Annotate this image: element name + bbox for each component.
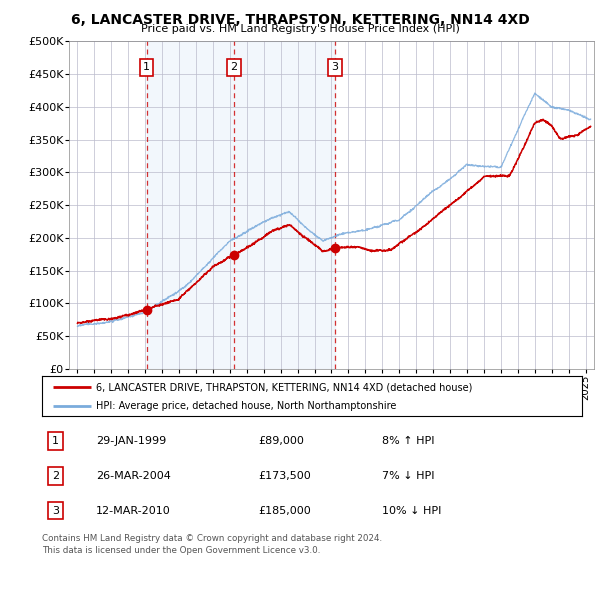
Text: £173,500: £173,500 [258, 471, 311, 481]
Text: 7% ↓ HPI: 7% ↓ HPI [382, 471, 434, 481]
Text: Price paid vs. HM Land Registry's House Price Index (HPI): Price paid vs. HM Land Registry's House … [140, 24, 460, 34]
Text: 10% ↓ HPI: 10% ↓ HPI [382, 506, 442, 516]
Text: This data is licensed under the Open Government Licence v3.0.: This data is licensed under the Open Gov… [42, 546, 320, 555]
Text: 2: 2 [52, 471, 59, 481]
Text: £185,000: £185,000 [258, 506, 311, 516]
Text: 1: 1 [52, 436, 59, 445]
Text: 26-MAR-2004: 26-MAR-2004 [96, 471, 171, 481]
Text: 8% ↑ HPI: 8% ↑ HPI [382, 436, 434, 445]
Text: 3: 3 [331, 63, 338, 73]
Text: 2: 2 [230, 63, 238, 73]
Text: 12-MAR-2010: 12-MAR-2010 [96, 506, 171, 516]
Text: 6, LANCASTER DRIVE, THRAPSTON, KETTERING, NN14 4XD (detached house): 6, LANCASTER DRIVE, THRAPSTON, KETTERING… [96, 382, 472, 392]
Text: £89,000: £89,000 [258, 436, 304, 445]
Text: 3: 3 [52, 506, 59, 516]
Text: Contains HM Land Registry data © Crown copyright and database right 2024.: Contains HM Land Registry data © Crown c… [42, 534, 382, 543]
Text: 1: 1 [143, 63, 150, 73]
Text: HPI: Average price, detached house, North Northamptonshire: HPI: Average price, detached house, Nort… [96, 401, 397, 411]
Bar [146, 41, 335, 369]
Text: 6, LANCASTER DRIVE, THRAPSTON, KETTERING, NN14 4XD: 6, LANCASTER DRIVE, THRAPSTON, KETTERING… [71, 13, 529, 27]
Text: 29-JAN-1999: 29-JAN-1999 [96, 436, 166, 445]
